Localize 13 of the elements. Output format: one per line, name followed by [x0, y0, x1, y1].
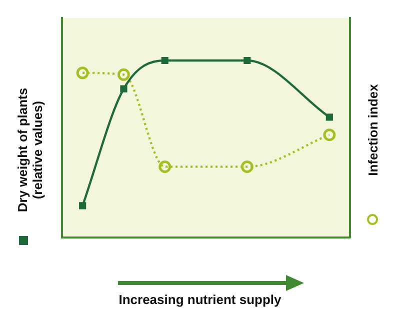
- point: [158, 160, 172, 174]
- x-axis-title: Increasing nutrient supply: [118, 292, 282, 307]
- point: [240, 160, 254, 174]
- y-axis-title: Dry weight of plants (relative values): [15, 88, 45, 212]
- point: [326, 114, 333, 121]
- point: [79, 202, 86, 210]
- point: [120, 85, 128, 92]
- point: [117, 68, 130, 81]
- y2-axis-title: Infection index: [366, 84, 380, 176]
- point: [76, 66, 89, 80]
- point: [161, 56, 168, 64]
- point: [244, 56, 251, 64]
- point: [323, 128, 336, 142]
